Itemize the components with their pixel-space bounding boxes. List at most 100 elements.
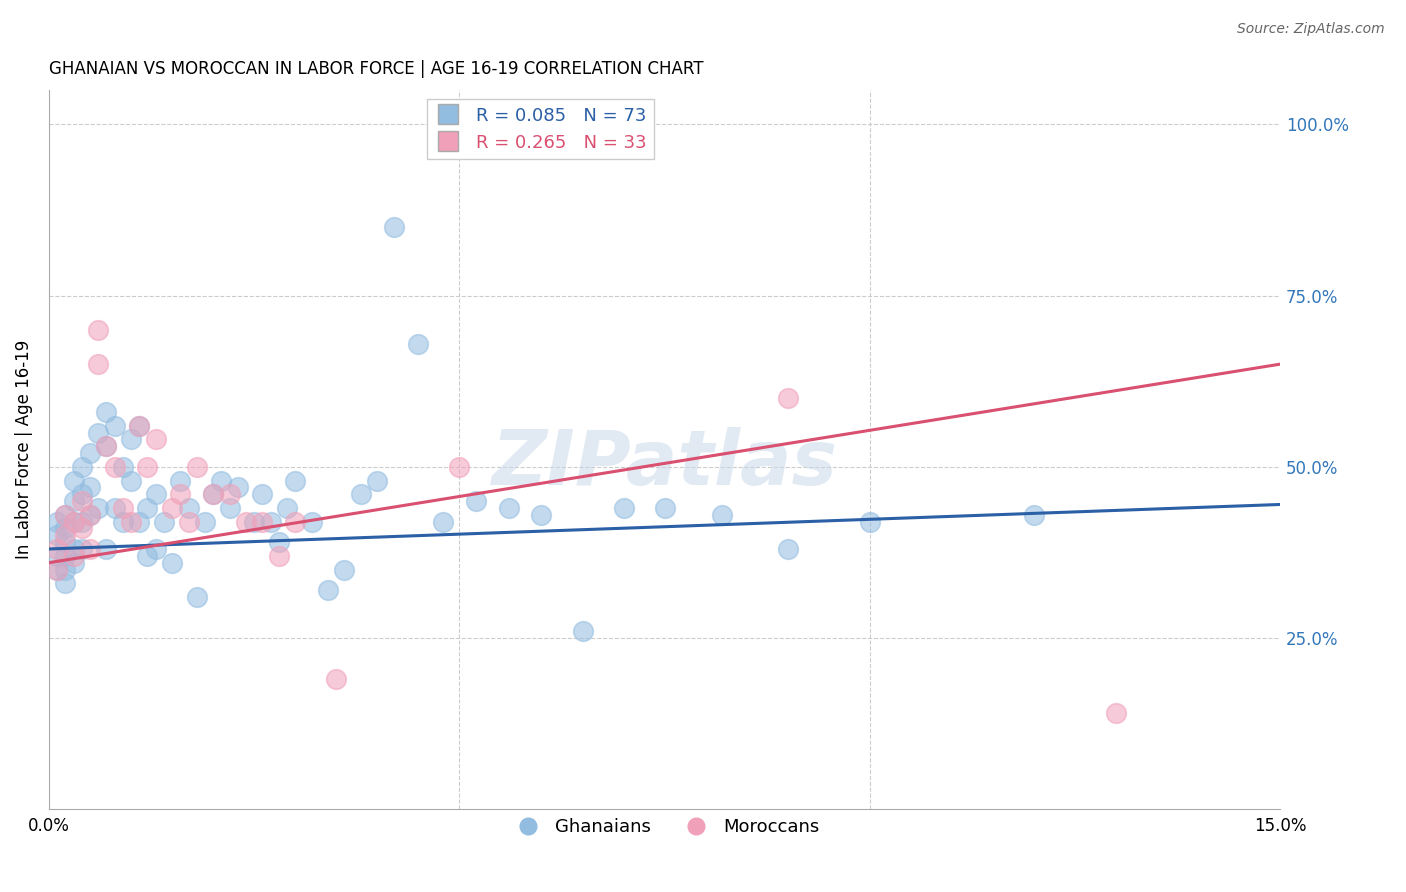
Point (186, 459, 208, 474)
Point (70, 459, 93, 474)
Point (160, 500, 183, 515)
Point (267, 549, 290, 563)
Point (70, 487, 93, 501)
Point (333, 562, 356, 576)
Point (96, 405, 118, 419)
Point (55, 562, 77, 576)
Point (859, 515, 882, 529)
Point (128, 515, 150, 529)
Point (96, 439, 118, 453)
Point (267, 535, 290, 549)
Point (226, 480, 249, 494)
Point (55, 576, 77, 591)
Point (55, 508, 77, 522)
Point (120, 474, 142, 488)
Point (571, 624, 593, 639)
Point (316, 582, 339, 597)
Point (104, 418, 127, 433)
Point (366, 474, 388, 488)
Point (177, 515, 200, 529)
Point (62, 474, 84, 488)
Point (218, 500, 240, 515)
Point (55, 521, 77, 535)
Point (79, 446, 101, 460)
Point (235, 515, 257, 529)
Point (46, 562, 69, 576)
Point (284, 515, 307, 529)
Point (350, 487, 373, 501)
Point (62, 541, 84, 556)
Point (153, 515, 176, 529)
Point (120, 433, 142, 447)
Point (104, 500, 127, 515)
Point (55, 549, 77, 563)
Point (301, 515, 323, 529)
Point (218, 487, 240, 501)
Point (1105, 706, 1128, 721)
Point (55, 535, 77, 549)
Point (136, 500, 159, 515)
Point (654, 500, 676, 515)
Text: ZIPatlas: ZIPatlas (492, 427, 838, 501)
Point (96, 439, 118, 453)
Text: GHANAIAN VS MOROCCAN IN LABOR FORCE | AGE 16-19 CORRELATION CHART: GHANAIAN VS MOROCCAN IN LABOR FORCE | AG… (49, 60, 703, 78)
Point (169, 487, 191, 501)
Point (62, 494, 84, 508)
Point (55, 508, 77, 522)
Point (55, 528, 77, 542)
Point (449, 459, 471, 474)
Point (284, 474, 307, 488)
Point (46, 515, 69, 529)
Point (46, 549, 69, 563)
Point (87, 323, 110, 337)
Point (1022, 508, 1045, 522)
Point (111, 500, 134, 515)
Point (87, 425, 110, 440)
Point (136, 549, 159, 563)
Text: Source: ZipAtlas.com: Source: ZipAtlas.com (1237, 22, 1385, 37)
Point (70, 521, 93, 535)
Point (145, 433, 167, 447)
Point (259, 515, 281, 529)
Point (530, 508, 553, 522)
Point (194, 515, 217, 529)
Point (96, 541, 118, 556)
Point (79, 508, 101, 522)
Point (145, 541, 167, 556)
Point (252, 487, 274, 501)
Point (169, 474, 191, 488)
Point (104, 459, 127, 474)
Point (613, 500, 636, 515)
Point (79, 541, 101, 556)
Point (202, 487, 225, 501)
Point (87, 500, 110, 515)
Point (202, 487, 225, 501)
Point (111, 459, 134, 474)
Point (464, 494, 486, 508)
Point (209, 474, 232, 488)
Point (160, 556, 183, 570)
Point (145, 487, 167, 501)
Point (70, 541, 93, 556)
Point (408, 336, 430, 351)
Point (186, 590, 208, 604)
Point (46, 541, 69, 556)
Point (111, 515, 134, 529)
Point (177, 500, 200, 515)
Point (62, 515, 84, 529)
Point (382, 220, 405, 235)
Point (776, 392, 799, 406)
Point (252, 515, 274, 529)
Point (128, 418, 150, 433)
Point (776, 541, 799, 556)
Point (62, 556, 84, 570)
Point (79, 480, 101, 494)
Point (87, 357, 110, 371)
Point (711, 508, 734, 522)
Point (62, 549, 84, 563)
Point (70, 515, 93, 529)
Point (136, 459, 159, 474)
Point (432, 515, 454, 529)
Legend: Ghanaians, Moroccans: Ghanaians, Moroccans (503, 811, 827, 843)
Point (128, 418, 150, 433)
